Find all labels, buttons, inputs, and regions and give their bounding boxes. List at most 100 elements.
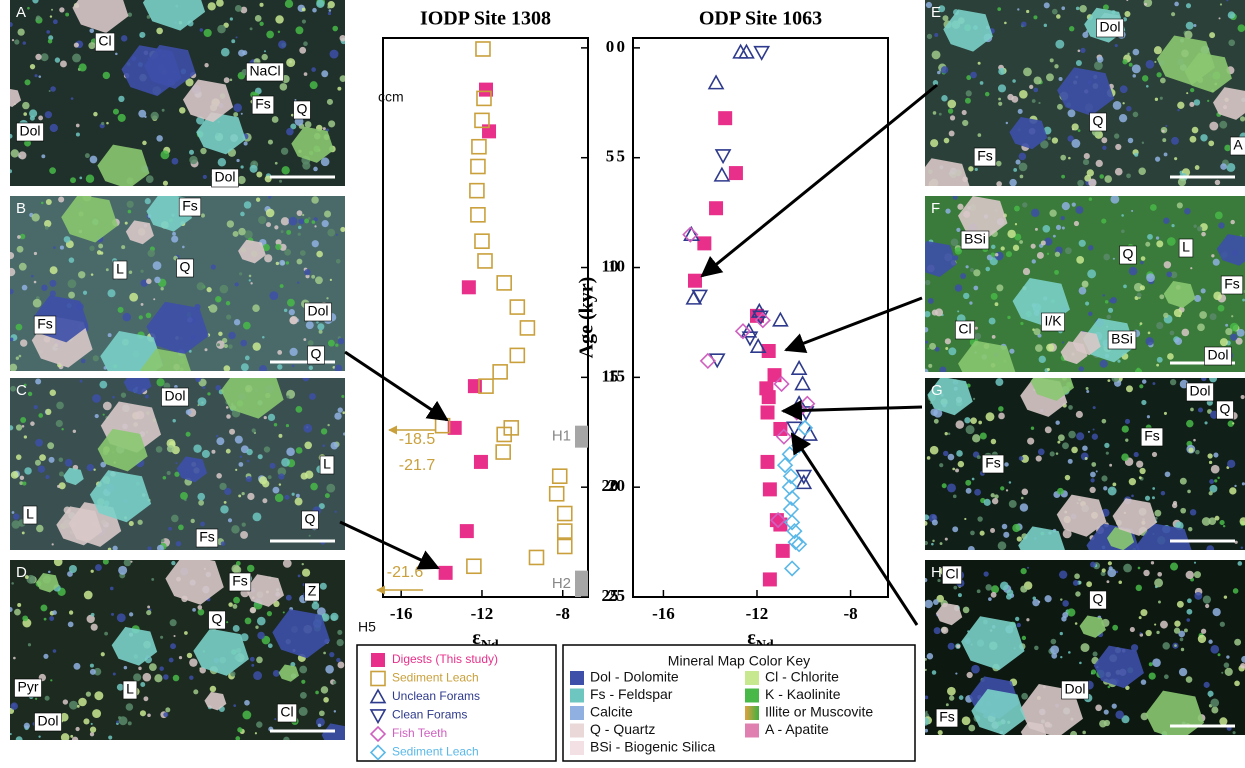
grain bbox=[962, 110, 967, 115]
grain bbox=[148, 250, 155, 257]
grain bbox=[274, 718, 276, 720]
grain bbox=[1230, 334, 1237, 341]
grain bbox=[266, 31, 274, 39]
grain bbox=[1164, 674, 1169, 679]
grain bbox=[94, 691, 103, 700]
grain bbox=[54, 557, 63, 566]
grain bbox=[948, 454, 955, 461]
grain bbox=[1015, 617, 1019, 621]
grain bbox=[266, 209, 275, 218]
grain bbox=[1012, 524, 1020, 532]
grain bbox=[231, 525, 239, 533]
grain bbox=[275, 244, 281, 250]
grain bbox=[68, 292, 75, 299]
grain bbox=[1045, 426, 1052, 433]
grain bbox=[297, 259, 303, 265]
grain bbox=[1113, 258, 1115, 260]
grain bbox=[1229, 487, 1236, 494]
grain bbox=[175, 462, 177, 464]
grain bbox=[51, 9, 53, 11]
grain bbox=[12, 39, 14, 41]
grain bbox=[243, 322, 251, 330]
grain bbox=[1224, 145, 1231, 152]
grain bbox=[1193, 225, 1196, 228]
grain bbox=[953, 495, 957, 499]
grain bbox=[1188, 527, 1192, 531]
grain bbox=[1099, 720, 1107, 728]
grain bbox=[1103, 254, 1110, 261]
grain bbox=[1105, 300, 1108, 303]
grain bbox=[285, 0, 293, 8]
grain bbox=[286, 128, 294, 136]
grain bbox=[1180, 478, 1187, 485]
grain bbox=[985, 267, 990, 272]
grain bbox=[949, 131, 955, 137]
grain bbox=[27, 7, 30, 10]
grain bbox=[90, 156, 98, 164]
grain bbox=[238, 462, 243, 467]
grain bbox=[292, 364, 295, 367]
grain bbox=[1118, 581, 1122, 585]
grain bbox=[252, 428, 256, 432]
grain bbox=[332, 26, 338, 32]
grain bbox=[1218, 222, 1224, 228]
grain bbox=[1235, 541, 1238, 544]
grain bbox=[118, 566, 127, 575]
grain bbox=[22, 482, 26, 486]
mineral-label: Fs bbox=[977, 148, 993, 164]
grain bbox=[48, 39, 53, 44]
grain bbox=[204, 63, 208, 67]
grain bbox=[1194, 24, 1197, 27]
grain bbox=[966, 425, 975, 434]
grain bbox=[298, 218, 304, 224]
grain bbox=[8, 289, 13, 294]
key-swatch bbox=[570, 741, 584, 755]
grain bbox=[23, 112, 27, 116]
grain bbox=[90, 726, 96, 732]
grain bbox=[1147, 234, 1153, 240]
grain bbox=[216, 473, 222, 479]
grain bbox=[1000, 486, 1004, 490]
grain bbox=[1088, 179, 1096, 187]
grain bbox=[304, 269, 310, 275]
grain bbox=[923, 521, 928, 526]
grain bbox=[1058, 434, 1065, 441]
grain bbox=[1109, 464, 1112, 467]
grain bbox=[974, 489, 981, 496]
grain bbox=[333, 681, 337, 685]
grain bbox=[311, 275, 315, 279]
grain bbox=[925, 341, 928, 344]
grain bbox=[253, 671, 262, 680]
grain bbox=[140, 682, 145, 687]
grain bbox=[302, 8, 306, 12]
x-tick-label: -16 bbox=[390, 604, 413, 623]
grain bbox=[1055, 40, 1064, 49]
grain bbox=[192, 608, 196, 612]
grain bbox=[57, 485, 60, 488]
grain bbox=[45, 475, 49, 479]
grain bbox=[72, 737, 78, 743]
grain bbox=[934, 33, 938, 37]
grain bbox=[925, 280, 930, 285]
grain bbox=[81, 359, 86, 364]
grain bbox=[1110, 297, 1117, 304]
grain bbox=[949, 695, 954, 700]
grain bbox=[940, 542, 943, 545]
grain bbox=[927, 456, 931, 460]
grain bbox=[1234, 639, 1241, 646]
grain bbox=[321, 428, 327, 434]
grain bbox=[242, 50, 247, 55]
grain bbox=[19, 263, 27, 271]
grain bbox=[115, 53, 118, 56]
grain bbox=[1068, 651, 1071, 654]
grain bbox=[1197, 226, 1202, 231]
grain bbox=[138, 667, 141, 670]
grain bbox=[1093, 428, 1095, 430]
grain bbox=[217, 25, 226, 34]
grain bbox=[956, 228, 960, 232]
grain bbox=[92, 709, 101, 718]
grain bbox=[1156, 240, 1163, 247]
grain bbox=[1184, 208, 1191, 215]
grain bbox=[330, 442, 338, 450]
grain bbox=[988, 597, 992, 601]
